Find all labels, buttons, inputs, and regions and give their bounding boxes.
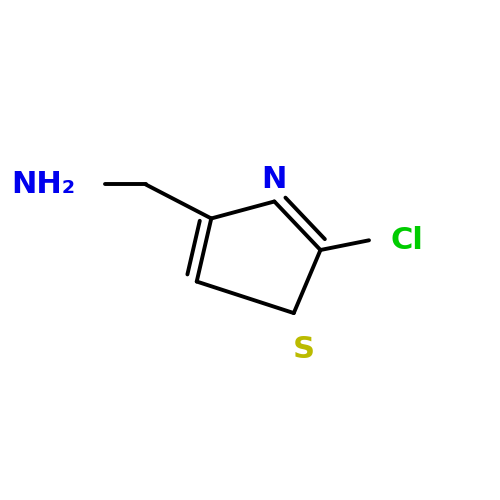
Text: Cl: Cl [391,226,424,255]
Text: S: S [292,335,314,364]
Text: NH₂: NH₂ [12,170,76,199]
Text: N: N [262,165,287,194]
